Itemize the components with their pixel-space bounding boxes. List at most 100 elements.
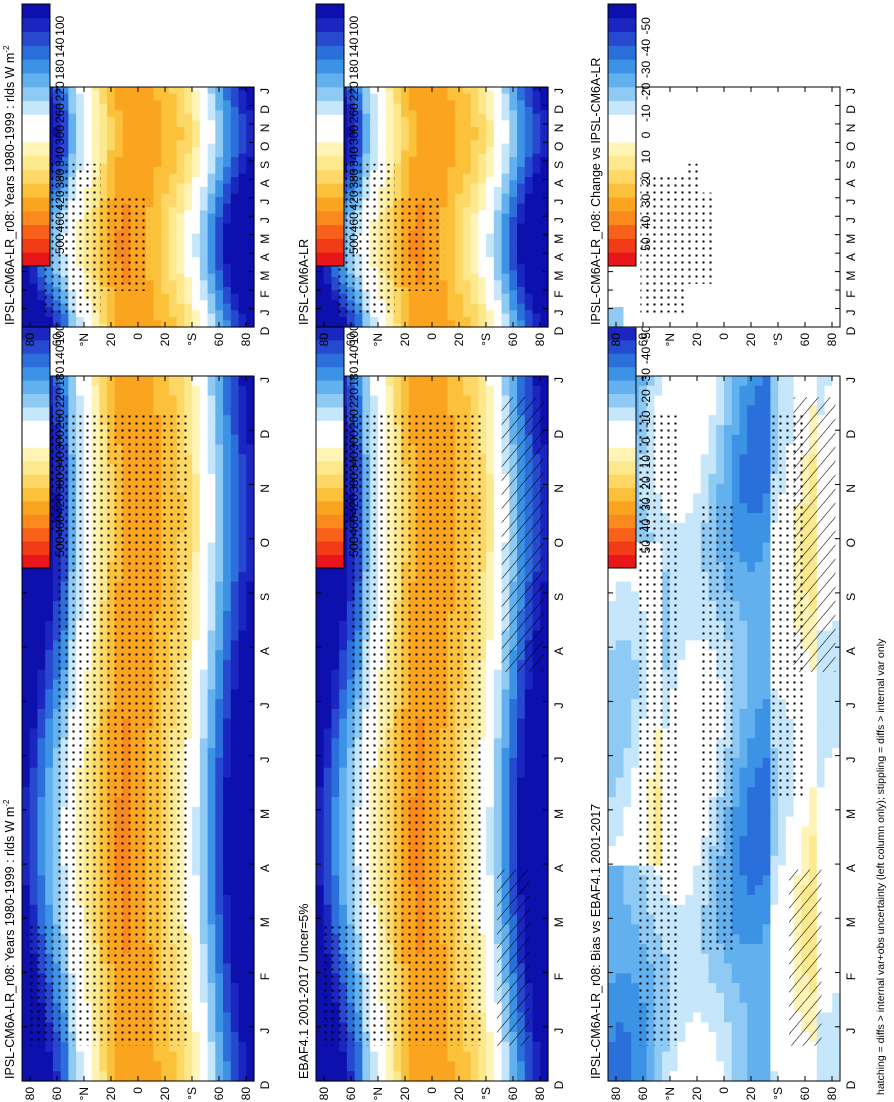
heatmap-cell bbox=[623, 1051, 632, 1063]
heatmap-cell bbox=[339, 669, 348, 681]
heatmap-cell bbox=[339, 728, 348, 739]
heatmap-cell bbox=[323, 630, 333, 641]
heatmap-cell bbox=[230, 669, 240, 681]
heatmap-cell bbox=[354, 376, 363, 387]
heatmap-cell bbox=[223, 914, 232, 925]
heatmap-cell bbox=[37, 1071, 46, 1082]
heatmap-cell bbox=[447, 395, 456, 406]
heatmap-cell bbox=[323, 826, 333, 837]
heatmap-cell bbox=[45, 738, 54, 749]
heatmap-cell bbox=[493, 405, 503, 416]
heatmap-cell bbox=[517, 777, 526, 788]
heatmap-cell bbox=[230, 885, 240, 896]
heatmap-cell bbox=[362, 405, 371, 416]
heatmap-cell bbox=[486, 826, 495, 837]
heatmap-cell bbox=[192, 777, 201, 788]
heatmap-cell bbox=[462, 385, 472, 397]
heatmap-cell bbox=[176, 1051, 185, 1063]
x-tick-label: D bbox=[552, 430, 566, 439]
heatmap-cell bbox=[615, 728, 625, 739]
heatmap-cell bbox=[501, 787, 510, 798]
heatmap-cell bbox=[631, 699, 640, 710]
heatmap-cell bbox=[416, 376, 425, 387]
heatmap-cell bbox=[83, 395, 93, 406]
heatmap-cell bbox=[91, 1071, 100, 1082]
heatmap-cell bbox=[215, 767, 224, 779]
heatmap-cell bbox=[230, 718, 240, 730]
heatmap-cell bbox=[29, 777, 39, 788]
heatmap-cell bbox=[470, 1041, 479, 1053]
heatmap-cell bbox=[29, 738, 39, 749]
heatmap-cell bbox=[168, 1041, 178, 1053]
heatmap-cell bbox=[107, 385, 116, 397]
heatmap-cell bbox=[608, 983, 617, 994]
heatmap-cell bbox=[60, 1061, 69, 1072]
heatmap-cell bbox=[509, 777, 518, 788]
heatmap-cell bbox=[439, 395, 449, 406]
heatmap-cell bbox=[246, 777, 255, 788]
heatmap-cell bbox=[339, 679, 348, 690]
heatmap-cell bbox=[99, 1041, 108, 1053]
heatmap-cell bbox=[161, 1051, 170, 1063]
stipple-region bbox=[56, 411, 190, 1046]
heatmap-cell bbox=[509, 855, 518, 867]
heatmap-cell bbox=[316, 581, 325, 593]
heatmap-cell bbox=[168, 1071, 178, 1082]
heatmap-cell bbox=[540, 855, 549, 867]
heatmap-cell bbox=[215, 797, 224, 808]
heatmap-cell bbox=[623, 611, 632, 622]
heatmap-cell bbox=[246, 738, 255, 749]
heatmap-cell bbox=[362, 1041, 371, 1053]
heatmap-cell bbox=[532, 1041, 541, 1053]
heatmap-cell bbox=[215, 424, 224, 436]
heatmap-cell bbox=[486, 385, 495, 397]
heatmap-cell bbox=[68, 1051, 77, 1063]
heatmap-cell bbox=[323, 757, 333, 769]
heatmap-cell bbox=[501, 718, 510, 730]
heatmap-cell bbox=[29, 581, 39, 593]
heatmap-cell bbox=[486, 434, 495, 446]
heatmap-cell bbox=[439, 376, 449, 387]
heatmap-cell bbox=[331, 855, 340, 867]
heatmap-cell bbox=[29, 885, 39, 896]
heatmap-cell bbox=[524, 728, 534, 739]
heatmap-cell bbox=[76, 385, 85, 397]
heatmap-cell bbox=[532, 904, 541, 916]
heatmap-cell bbox=[432, 405, 441, 416]
heatmap-cell bbox=[608, 738, 617, 749]
heatmap-cell bbox=[540, 718, 549, 730]
heatmap-cell bbox=[615, 816, 625, 828]
heatmap-cell bbox=[207, 483, 216, 495]
heatmap-cell bbox=[316, 699, 325, 710]
heatmap-cell bbox=[517, 816, 526, 828]
heatmap-cell bbox=[230, 924, 240, 935]
heatmap-cell bbox=[246, 434, 255, 446]
heatmap-cell bbox=[631, 797, 640, 808]
heatmap-cell bbox=[654, 376, 663, 387]
y-tick-label: 60 bbox=[50, 1087, 64, 1101]
heatmap-cell bbox=[22, 611, 31, 622]
heatmap-cell bbox=[230, 483, 240, 495]
heatmap-cell bbox=[215, 659, 224, 671]
heatmap-cell bbox=[246, 806, 255, 818]
heatmap-cell bbox=[192, 385, 201, 397]
heatmap-cell bbox=[215, 846, 224, 857]
heatmap-cell bbox=[22, 787, 31, 798]
heatmap-cell bbox=[22, 816, 31, 828]
heatmap-cell bbox=[493, 1061, 503, 1072]
heatmap-cell bbox=[424, 376, 433, 387]
heatmap-cell bbox=[615, 669, 625, 681]
heatmap-cell bbox=[230, 581, 240, 593]
heatmap-cell bbox=[238, 591, 247, 602]
y-tick-label: 0 bbox=[131, 1087, 145, 1094]
heatmap-cell bbox=[199, 728, 209, 739]
heatmap-cell bbox=[486, 679, 495, 690]
heatmap-cell bbox=[207, 395, 216, 406]
heatmap-cell bbox=[215, 708, 224, 720]
heatmap-cell bbox=[608, 1061, 617, 1072]
heatmap-cell bbox=[615, 708, 625, 720]
heatmap-cell bbox=[223, 434, 232, 446]
heatmap-cell bbox=[246, 444, 255, 455]
heatmap-cell bbox=[517, 797, 526, 808]
heatmap-cell bbox=[207, 591, 216, 602]
